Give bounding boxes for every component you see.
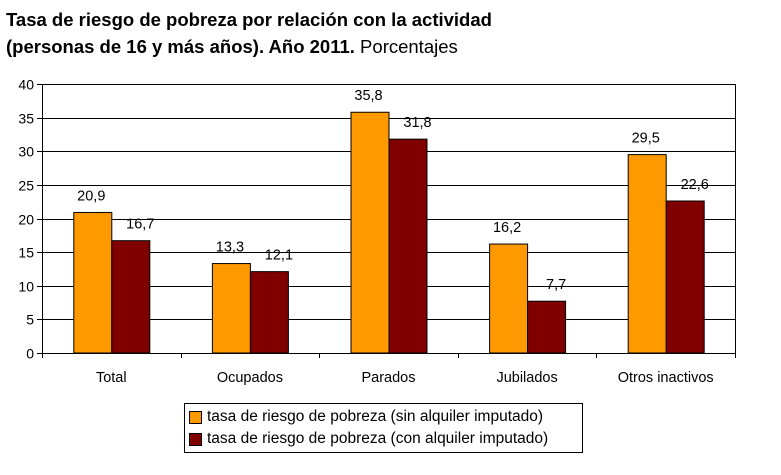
data-label: 20,9: [77, 188, 105, 204]
legend-swatch-series2: [189, 432, 202, 446]
data-label: 29,5: [632, 131, 660, 147]
chart-title-line1: Tasa de riesgo de pobreza por relación c…: [6, 9, 492, 30]
bar-con-alquiler: [249, 271, 289, 354]
data-label: 22,6: [681, 177, 709, 193]
y-tick-label: 10: [18, 279, 34, 295]
data-label: 16,2: [493, 220, 521, 236]
data-label: 12,1: [265, 248, 293, 264]
data-label: 7,7: [546, 277, 566, 293]
bar-sin-alquiler: [627, 154, 667, 354]
x-tick-label: Parados: [361, 370, 415, 386]
bar-con-alquiler: [665, 200, 705, 354]
bar-con-alquiler: [388, 138, 428, 354]
legend-item-series2: tasa de riesgo de pobreza (con alquiler …: [189, 428, 578, 450]
bar-chart: 0 5 10 15 20 25 30 35 40 20,9 16,7 Total 13,3 12,1 Ocu…: [18, 77, 736, 386]
chart-title-line2: (personas de 16 y más años). Año 2011.: [6, 36, 355, 57]
data-label: 13,3: [216, 240, 244, 256]
bar-con-alquiler: [111, 240, 151, 354]
bar-sin-alquiler: [211, 263, 251, 354]
x-tick-label: Otros inactivos: [618, 370, 714, 386]
legend-swatch-series1: [189, 410, 202, 424]
y-tick-label: 15: [18, 245, 34, 261]
legend-item-series1: tasa de riesgo de pobreza (sin alquiler …: [189, 406, 578, 428]
y-tick-label: 40: [18, 77, 34, 93]
bar-sin-alquiler: [489, 243, 529, 354]
y-tick-label: 35: [18, 111, 34, 127]
bar-sin-alquiler: [73, 211, 113, 354]
chart-title: Tasa de riesgo de pobreza por relación c…: [6, 6, 766, 60]
data-label: 31,8: [403, 115, 431, 131]
y-tick-label: 0: [26, 346, 34, 362]
bar-sin-alquiler: [350, 111, 390, 354]
bar-con-alquiler: [527, 300, 567, 354]
data-label: 35,8: [354, 88, 382, 104]
chart-title-units: Porcentajes: [354, 36, 458, 57]
y-tick-label: 25: [18, 178, 34, 194]
data-label: 16,7: [126, 217, 154, 233]
x-tick-label: Total: [96, 370, 127, 386]
y-tick-label: 30: [18, 144, 34, 160]
y-tick-label: 5: [26, 312, 34, 328]
x-tick-label: Ocupados: [217, 370, 283, 386]
chart-legend: tasa de riesgo de pobreza (sin alquiler …: [184, 403, 583, 453]
y-tick-label: 20: [18, 212, 34, 228]
legend-label-series1: tasa de riesgo de pobreza (sin alquiler …: [207, 408, 544, 425]
legend-label-series2: tasa de riesgo de pobreza (con alquiler …: [207, 430, 549, 447]
x-tick-label: Jubilados: [496, 370, 557, 386]
